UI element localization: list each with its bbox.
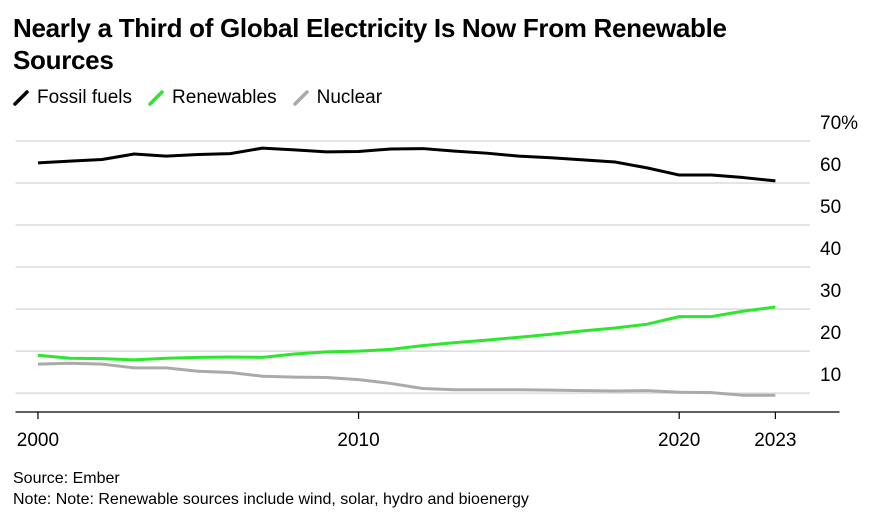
y-tick-label: 30 <box>820 281 841 302</box>
chart-title: Nearly a Third of Global Electricity Is … <box>13 13 727 75</box>
series-line <box>37 146 776 183</box>
legend-swatch-line <box>148 90 164 106</box>
legend-label: Fossil fuels <box>37 87 133 108</box>
x-tick-label: 2000 <box>17 430 59 451</box>
legend-item: Fossil fuels <box>13 87 132 109</box>
source: Source: Ember <box>13 470 120 487</box>
legend-swatch <box>148 90 164 106</box>
y-tick-label: 40 <box>820 239 841 260</box>
legend-label: Nuclear <box>316 87 383 108</box>
legend-item: Renewables <box>148 87 277 109</box>
x-tick-label: 2010 <box>337 430 379 451</box>
legend-swatch <box>13 90 29 106</box>
legend-swatch-line <box>292 90 309 106</box>
y-tick-label: 70% <box>820 113 858 134</box>
legend-label: Renewables <box>172 87 277 108</box>
x-tick-label: 2020 <box>658 430 700 451</box>
y-tick-label: 50 <box>820 197 841 218</box>
legend-swatch-line <box>13 90 29 106</box>
legend: Fossil fuels Renewables Nuclear <box>13 87 382 109</box>
legend-item: Nuclear <box>292 87 383 109</box>
y-tick-label: 20 <box>820 323 841 344</box>
legend-swatch <box>292 90 309 106</box>
note: Note: Note: Renewable sources include wi… <box>13 491 529 508</box>
y-tick-label: 60 <box>820 155 841 176</box>
series-line <box>37 305 776 362</box>
x-tick-label: 2023 <box>754 430 796 451</box>
series-line <box>37 361 776 397</box>
y-tick-label: 10 <box>820 365 841 386</box>
